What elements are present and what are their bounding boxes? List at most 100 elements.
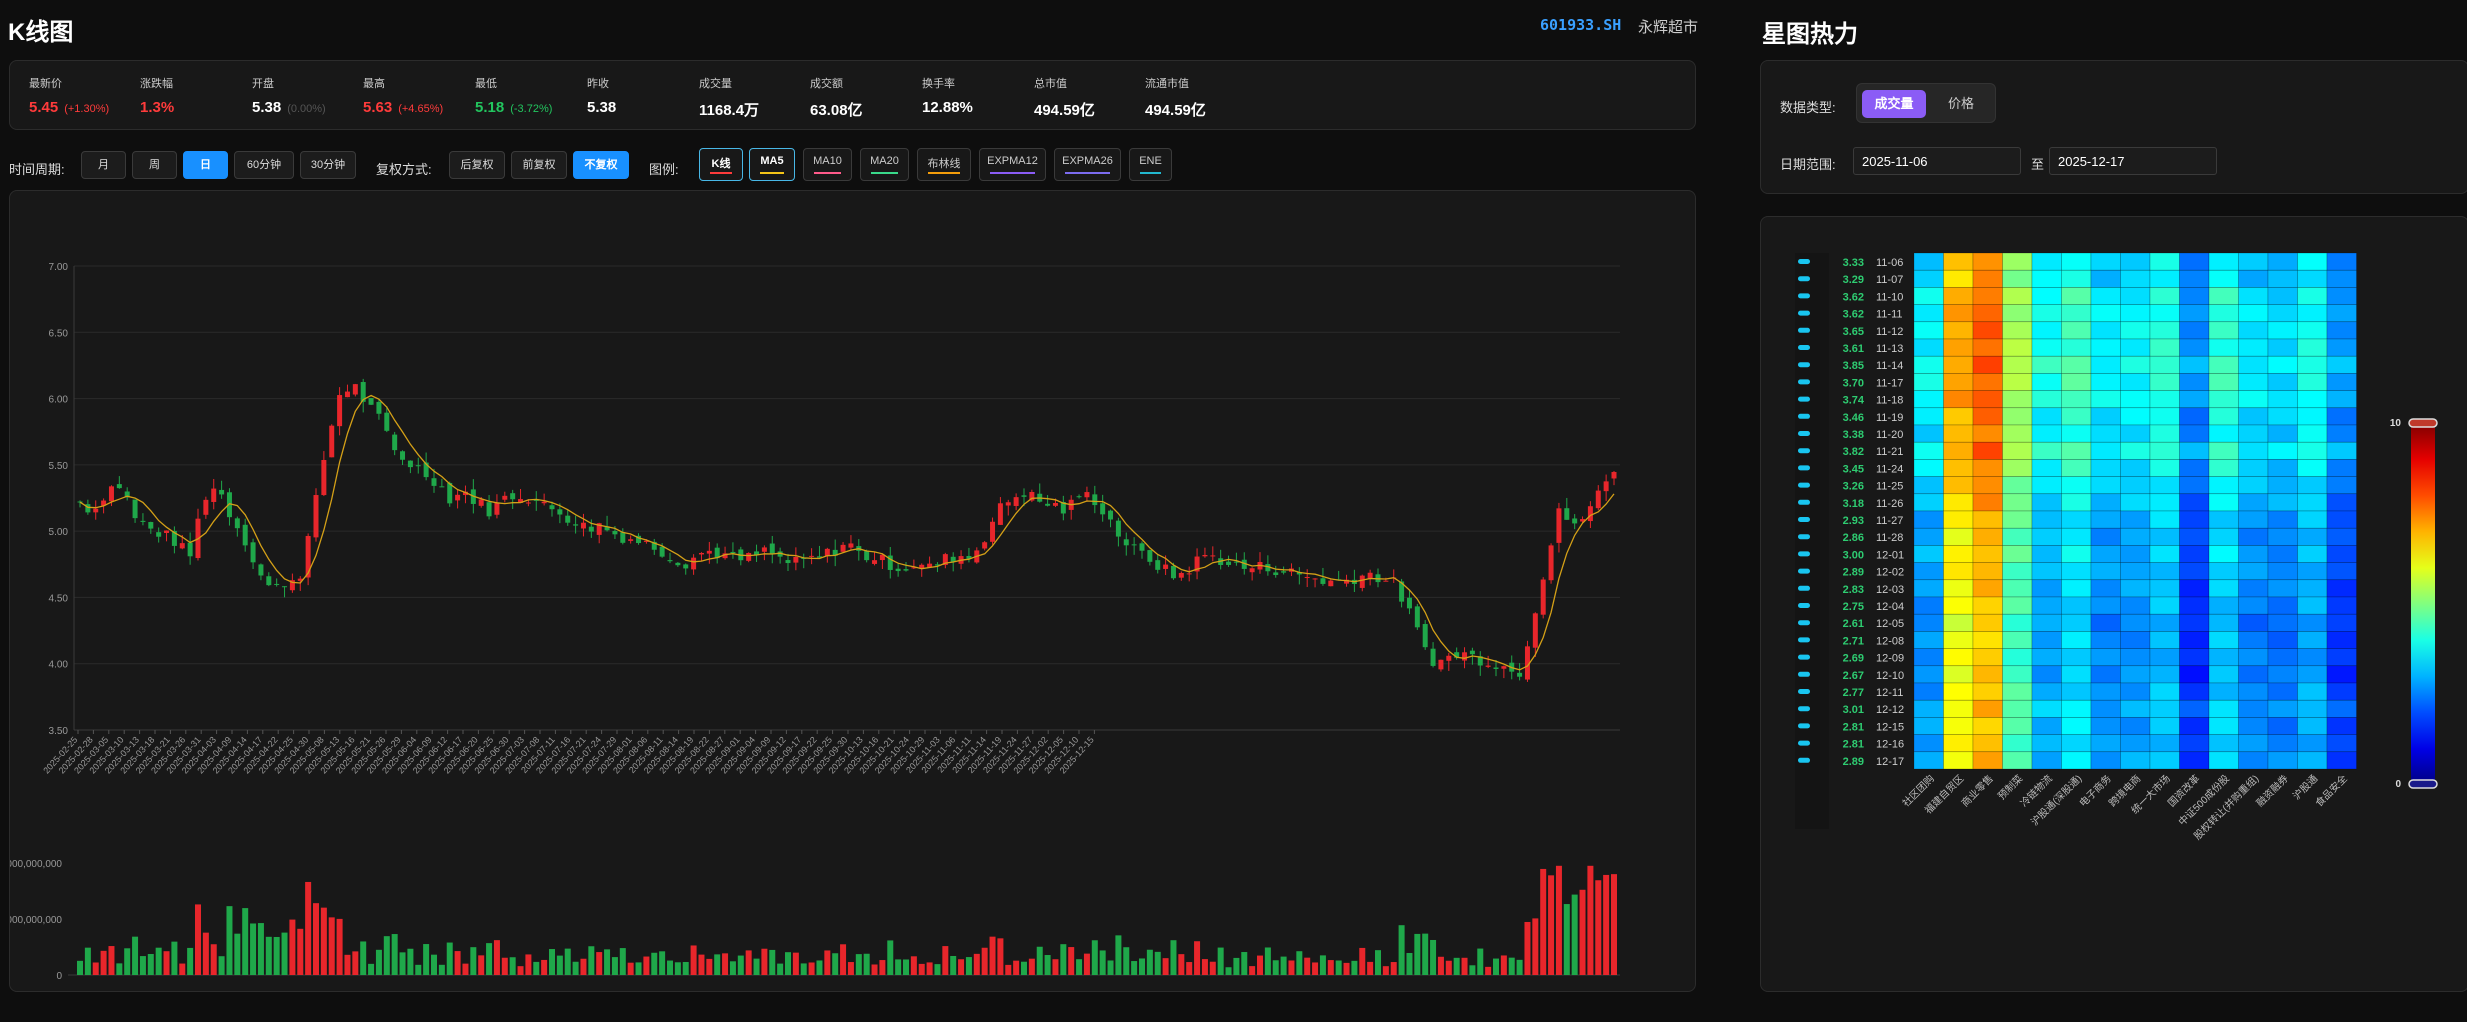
heatmap-cell[interactable] [2326, 459, 2357, 477]
heatmap-cell[interactable] [1913, 717, 1944, 735]
heatmap-cell[interactable] [2179, 424, 2210, 443]
heatmap-cell[interactable] [2238, 424, 2269, 443]
heatmap-cell[interactable] [2090, 562, 2121, 581]
heatmap-cell[interactable] [2061, 751, 2092, 770]
heatmap-cell[interactable] [2267, 699, 2298, 718]
heatmap-cell[interactable] [2208, 510, 2239, 529]
heatmap-cell[interactable] [2326, 510, 2357, 529]
legend-toggle[interactable]: EXPMA12 [979, 148, 1046, 181]
heatmap-cell[interactable] [2297, 441, 2328, 460]
heatmap-cell[interactable] [1913, 613, 1944, 632]
heatmap-cell[interactable] [2149, 407, 2180, 426]
heatmap-cell[interactable] [2120, 252, 2151, 271]
heatmap-cell[interactable] [2326, 734, 2357, 753]
heatmap-cell[interactable] [1943, 562, 1974, 581]
heatmap-cell[interactable] [1913, 493, 1944, 512]
heatmap-cell[interactable] [2208, 321, 2239, 340]
heatmap-cell[interactable] [2208, 476, 2239, 495]
heatmap-cell[interactable] [2090, 682, 2121, 701]
heatmap-cell[interactable] [2090, 321, 2121, 340]
heatmap-cell[interactable] [1943, 338, 1974, 357]
heatmap-cell[interactable] [2002, 287, 2033, 305]
heatmap-cell[interactable] [2031, 321, 2062, 340]
heatmap-cell[interactable] [2061, 459, 2092, 477]
heatmap-cell[interactable] [2238, 631, 2269, 649]
heatmap-cell[interactable] [2267, 269, 2298, 288]
heatmap-cell[interactable] [2179, 613, 2210, 632]
heatmap-cell[interactable] [2208, 338, 2239, 357]
heatmap-cell[interactable] [2090, 407, 2121, 426]
heatmap-cell[interactable] [2031, 338, 2062, 357]
heatmap-cell[interactable] [1943, 355, 1974, 374]
heatmap-cell[interactable] [2208, 287, 2239, 305]
heatmap-cell[interactable] [2326, 717, 2357, 735]
colorbar-min-handle[interactable] [2408, 779, 2438, 789]
heatmap-cell[interactable] [1972, 734, 2003, 753]
heatmap-cell[interactable] [2267, 459, 2298, 477]
heatmap-cell[interactable] [2267, 631, 2298, 649]
legend-toggle[interactable]: K线 [699, 148, 743, 181]
heatmap-cell[interactable] [2208, 252, 2239, 271]
heatmap-cell[interactable] [2297, 545, 2328, 563]
heatmap-cell[interactable] [2326, 562, 2357, 581]
heatmap-cell[interactable] [2031, 527, 2062, 546]
heatmap-cell[interactable] [1943, 545, 1974, 563]
heatmap-cell[interactable] [1913, 338, 1944, 357]
heatmap-cell[interactable] [2002, 476, 2033, 495]
heatmap-cell[interactable] [1972, 510, 2003, 529]
heatmap-cell[interactable] [2120, 476, 2151, 495]
legend-toggle[interactable]: EXPMA26 [1054, 148, 1121, 181]
data-type-price[interactable]: 价格 [1947, 96, 1974, 111]
heatmap-cell[interactable] [2208, 459, 2239, 477]
heatmap-cell[interactable] [2326, 338, 2357, 357]
heatmap-cell[interactable] [1943, 648, 1974, 667]
heatmap-cell[interactable] [2002, 269, 2033, 288]
heatmap-cell[interactable] [2267, 424, 2298, 443]
period-button[interactable]: 30分钟 [300, 151, 356, 179]
heatmap-cell[interactable] [1972, 631, 2003, 649]
heatmap-cell[interactable] [1943, 441, 1974, 460]
heatmap-cell[interactable] [2326, 321, 2357, 340]
heatmap-cell[interactable] [2061, 304, 2092, 323]
heatmap-cell[interactable] [2326, 751, 2357, 770]
heatmap-cell[interactable] [2297, 407, 2328, 426]
heatmap-cell[interactable] [2149, 579, 2180, 598]
heatmap-cell[interactable] [2090, 579, 2121, 598]
heatmap-cell[interactable] [1913, 407, 1944, 426]
heatmap-cell[interactable] [2267, 545, 2298, 563]
heatmap-cell[interactable] [2090, 734, 2121, 753]
heatmap-cell[interactable] [2031, 734, 2062, 753]
heatmap-cell[interactable] [2090, 631, 2121, 649]
period-button[interactable]: 日 [183, 151, 228, 179]
heatmap-cell[interactable] [1972, 459, 2003, 477]
heatmap-cell[interactable] [2238, 699, 2269, 718]
heatmap-cell[interactable] [2238, 304, 2269, 323]
heatmap-cell[interactable] [2297, 648, 2328, 667]
heatmap-cell[interactable] [2149, 459, 2180, 477]
heatmap-cell[interactable] [1972, 441, 2003, 460]
heatmap-cell[interactable] [1913, 631, 1944, 649]
heatmap-cell[interactable] [2002, 648, 2033, 667]
heatmap-cell[interactable] [2179, 441, 2210, 460]
heatmap-cell[interactable] [2149, 355, 2180, 374]
heatmap-cell[interactable] [2208, 545, 2239, 563]
heatmap-cell[interactable] [1972, 476, 2003, 495]
heatmap-cell[interactable] [2297, 373, 2328, 391]
heatmap-cell[interactable] [2238, 682, 2269, 701]
heatmap-cell[interactable] [2179, 665, 2210, 684]
heatmap-cell[interactable] [2061, 355, 2092, 374]
heatmap-cell[interactable] [2267, 321, 2298, 340]
heatmap-cell[interactable] [1913, 751, 1944, 770]
heatmap-cell[interactable] [2149, 252, 2180, 271]
heatmap-cell[interactable] [2149, 596, 2180, 615]
heatmap-cell[interactable] [2120, 734, 2151, 753]
heatmap-cell[interactable] [2326, 476, 2357, 495]
heatmap-cell[interactable] [2031, 424, 2062, 443]
heatmap-cell[interactable] [2061, 682, 2092, 701]
heatmap-cell[interactable] [2120, 269, 2151, 288]
heatmap-cell[interactable] [1972, 613, 2003, 632]
heatmap-cell[interactable] [1972, 373, 2003, 391]
heatmap-cell[interactable] [1943, 682, 1974, 701]
heatmap-cell[interactable] [2238, 407, 2269, 426]
heatmap-cell[interactable] [1943, 407, 1974, 426]
